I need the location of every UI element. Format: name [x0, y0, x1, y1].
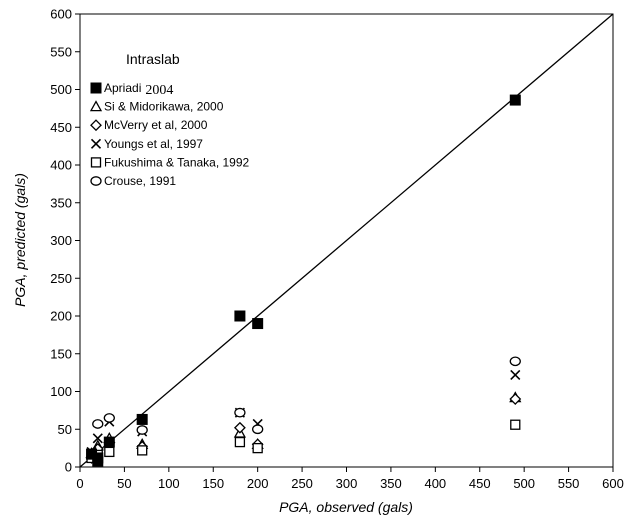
data-point-diamond [509, 393, 522, 405]
data-point-open-square [234, 436, 246, 448]
data-point-circle [234, 407, 246, 418]
x-tick-label: 100 [158, 476, 180, 491]
x-tick-label: 200 [247, 476, 269, 491]
legend: Intraslab Apriadi 2004 Si & Midorikawa, 20… [89, 51, 250, 188]
data-point-filled-square [509, 94, 521, 106]
legend-marker-x [90, 138, 102, 149]
legend-label: McVerry et al, 2000 [104, 118, 208, 132]
one-to-one-line [79, 13, 614, 468]
y-tick-label: 350 [50, 195, 72, 210]
y-tick-label: 500 [50, 82, 72, 97]
data-point-circle [103, 413, 115, 423]
x-axis-title: PGA, observed (gals) [279, 499, 413, 515]
y-tick-label: 600 [50, 7, 72, 22]
data-point-filled-square [252, 318, 264, 330]
legend-label: Crouse, 1991 [104, 174, 176, 188]
x-tick-label: 0 [76, 476, 83, 491]
data-point-open-square [104, 446, 115, 458]
y-tick-label: 50 [58, 422, 72, 437]
legend-label: Si & Midorikawa, 2000 [104, 100, 224, 114]
legend-label: Youngs et al, 1997 [104, 137, 203, 151]
reference-line-group [79, 13, 614, 468]
x-tick-label: 300 [336, 476, 358, 491]
legend-marker-circle [90, 176, 102, 186]
y-tick-label: 100 [50, 384, 72, 399]
data-point-filled-square [92, 455, 104, 467]
legend-marker-open-square [90, 157, 102, 168]
x-tick-label: 50 [117, 476, 131, 491]
data-point-diamond [233, 421, 246, 434]
x-tick-label: 250 [291, 476, 313, 491]
legend-label-suffix: 2004 [145, 83, 173, 98]
legend-label: Fukushima & Tanaka, 1992 [104, 155, 250, 169]
data-point-filled-square [103, 436, 115, 448]
y-tick-label: 300 [50, 233, 72, 248]
data-point-circle [92, 419, 104, 429]
x-tick-label: 350 [380, 476, 402, 491]
y-tick-label: 550 [50, 44, 72, 59]
data-point-filled-square [234, 310, 246, 322]
y-tick-label: 0 [65, 460, 72, 475]
data-point-open-square [510, 419, 521, 430]
y-tick-label: 450 [50, 120, 72, 135]
data-point-x [92, 433, 103, 444]
legend-marker-filled-square [90, 82, 102, 94]
data-point-circle [252, 424, 264, 435]
data-point-filled-square [86, 448, 98, 460]
x-tick-label: 400 [424, 476, 446, 491]
x-tick-label: 600 [602, 476, 624, 491]
data-point-open-square [252, 442, 263, 454]
x-tick-label: 450 [469, 476, 491, 491]
y-tick-label: 400 [50, 158, 72, 173]
data-points [85, 94, 522, 467]
legend-marker-triangle [89, 100, 103, 112]
data-point-open-square [137, 445, 148, 456]
y-axis-title: PGA, predicted (gals) [12, 173, 28, 307]
x-tick-label: 500 [513, 476, 535, 491]
x-tick-label: 550 [558, 476, 580, 491]
data-point-filled-square [136, 413, 148, 425]
legend-marker-diamond [90, 119, 102, 132]
y-tick-label: 150 [50, 346, 72, 361]
legend-label: Apriadi [104, 81, 141, 95]
x-axis-ticks: 0 50 100 150 200 250 300 350 400 450 500 550 600 [76, 467, 624, 491]
data-point-circle [509, 356, 521, 367]
legend-title: Intraslab [126, 51, 180, 67]
y-tick-label: 200 [50, 309, 72, 324]
data-point-circle [136, 425, 148, 435]
y-tick-label: 250 [50, 271, 72, 286]
y-axis-ticks: 0 50 100 150 200 250 300 350 400 450 500 550 600 [50, 7, 80, 475]
legend-items: Apriadi 2004 Si & Midorikawa, 2000 McVerry … [89, 81, 250, 188]
data-point-x [510, 369, 521, 380]
x-tick-label: 150 [202, 476, 224, 491]
